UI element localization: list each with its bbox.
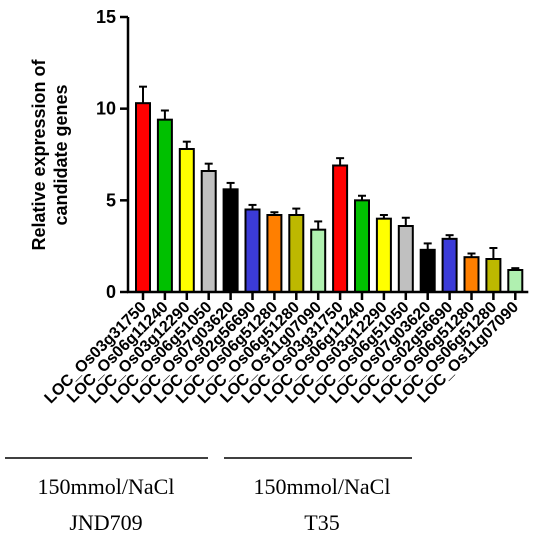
bar	[375, 217, 392, 294]
group-label-condition: 150mmol/NaCl	[254, 474, 391, 499]
bar	[222, 188, 239, 293]
y-tick-label: 15	[96, 7, 116, 27]
bar	[485, 258, 502, 293]
group-label-variety: T35	[304, 510, 339, 535]
bar	[266, 214, 283, 293]
bar	[135, 102, 151, 293]
bars	[135, 85, 524, 294]
y-axis: 0 5 10 15	[96, 7, 130, 302]
bar	[178, 148, 195, 293]
bar	[288, 214, 305, 293]
bar	[354, 199, 370, 293]
bar	[200, 170, 217, 293]
bar	[419, 248, 436, 293]
bar	[463, 256, 480, 293]
bar	[244, 208, 261, 293]
y-axis-label: Relative expression of candidate genes	[29, 58, 71, 250]
y-tick-label: 10	[96, 99, 116, 119]
group-label-condition: 150mmol/NaCl	[38, 474, 175, 499]
y-axis-label-line: candidate genes	[51, 84, 71, 225]
category-labels: LOC_Os03g31750LOC_Os06g11240LOC_Os03g122…	[42, 299, 523, 407]
y-axis-label-line: Relative expression of	[29, 58, 49, 250]
group-labels: 150mmol/NaCl JND709 150mmol/NaCl T35	[5, 457, 412, 535]
bar	[156, 118, 173, 293]
bar	[332, 164, 349, 293]
x-axis	[127, 290, 529, 300]
bar	[507, 269, 524, 293]
y-tick-label: 0	[106, 282, 116, 302]
bar	[310, 228, 327, 294]
bar	[397, 225, 414, 293]
group-label-variety: JND709	[69, 510, 142, 535]
bar	[441, 237, 458, 293]
y-tick-label: 5	[106, 190, 116, 210]
